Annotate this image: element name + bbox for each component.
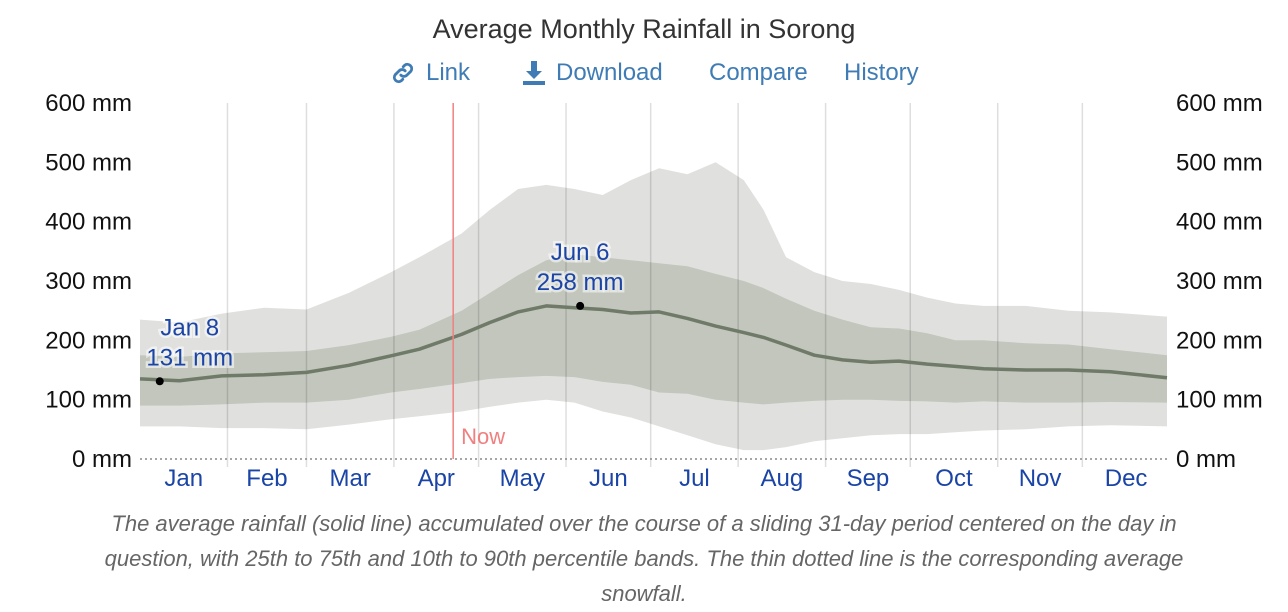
y-tick-label-right: 0 mm	[1176, 446, 1236, 473]
annotation-point	[576, 301, 585, 310]
download-icon	[522, 60, 546, 86]
annotation-value: 131 mm	[146, 344, 233, 371]
y-tick-label-right: 100 mm	[1176, 387, 1263, 414]
y-tick-label-left: 500 mm	[45, 149, 132, 176]
y-tick-label-right: 400 mm	[1176, 209, 1263, 236]
x-tick-label: Jan	[164, 465, 203, 492]
annotation-date: Jun 6	[551, 239, 610, 266]
x-tick-label: Dec	[1105, 465, 1148, 492]
x-tick-label: Jun	[589, 465, 628, 492]
annotation-value: 258 mm	[537, 269, 624, 296]
y-tick-label-right: 600 mm	[1176, 90, 1263, 117]
download-label: Download	[556, 59, 663, 86]
chart-title: Average Monthly Rainfall in Sorong	[432, 14, 856, 44]
y-tick-label-right: 200 mm	[1176, 327, 1263, 354]
x-tick-label: Oct	[935, 465, 973, 492]
mean-rainfall-line	[139, 304, 1168, 383]
y-tick-label-right: 500 mm	[1176, 149, 1263, 176]
y-tick-label-left: 100 mm	[45, 387, 132, 414]
y-tick-label-left: 400 mm	[45, 209, 132, 236]
x-tick-label: Mar	[330, 465, 371, 492]
annotation-point	[155, 377, 164, 386]
chart-toolbar: Link Download Compare History	[0, 56, 1288, 90]
y-tick-label-left: 0 mm	[72, 446, 132, 473]
x-tick-label: Sep	[847, 465, 890, 492]
link-icon	[390, 60, 416, 86]
compare-button[interactable]: Compare	[709, 56, 808, 90]
y-tick-label-right: 300 mm	[1176, 268, 1263, 295]
now-label: Now	[461, 424, 505, 449]
link-button[interactable]: Link	[390, 56, 470, 90]
y-tick-label-left: 600 mm	[45, 90, 132, 117]
x-tick-label: Apr	[418, 465, 455, 492]
x-tick-label: Nov	[1019, 465, 1062, 492]
link-label: Link	[426, 59, 471, 86]
x-tick-label: May	[500, 465, 545, 492]
y-tick-label-left: 200 mm	[45, 327, 132, 354]
x-tick-label: Aug	[761, 465, 804, 492]
rainfall-chart: Jan Feb Mar Apr May Jun Jul Aug Sep Oct Nov Dec 0 mm…	[45, 90, 1263, 492]
history-label: History	[844, 59, 919, 86]
compare-label: Compare	[709, 59, 808, 86]
band-25-75	[140, 254, 1167, 406]
chart-caption: The average rainfall (solid line) accumu…	[104, 511, 1184, 606]
history-button[interactable]: History	[844, 56, 919, 90]
y-tick-label-left: 300 mm	[45, 268, 132, 295]
annotation-date: Jan 8	[160, 314, 219, 341]
download-button[interactable]: Download	[522, 56, 663, 90]
x-tick-label: Jul	[679, 465, 710, 492]
x-tick-label: Feb	[246, 465, 287, 492]
